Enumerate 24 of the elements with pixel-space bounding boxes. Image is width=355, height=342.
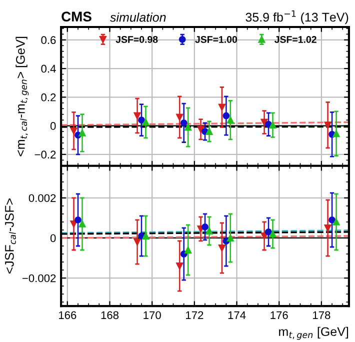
x-tick-label: 170: [144, 311, 161, 320]
x-tick-label: 178: [313, 311, 330, 320]
text: 35.9 fb$^{−1}$ (13 TeV): [246, 10, 348, 24]
y-tick-label: 0.2: [41, 93, 56, 102]
chart-subtitle: simulation: [110, 12, 166, 22]
x-tick-label: 172: [186, 311, 204, 320]
x-axis-title: m$_{t,gen}$ [GeV]: [279, 326, 348, 340]
legend-label: JSF=0.98: [116, 36, 158, 43]
x-tick-label: 174: [228, 311, 246, 320]
y-tick-label: 0.4: [41, 64, 56, 73]
y-axis-title: <JSF$_{cal}$-JSF>: [5, 198, 16, 274]
y-axis-title: <m$_{t,cal}$-m$_{t,gen}$> [GeV]: [16, 36, 29, 156]
y-tick-label: 0.002: [28, 194, 56, 202]
y-tick-label: −0.2: [34, 150, 56, 159]
legend-label: JSF=1.00: [195, 36, 238, 43]
y-tick-label: −0.002: [22, 274, 56, 282]
legend-label: JSF=1.02: [274, 36, 316, 43]
y-tick-label: 0: [50, 234, 56, 242]
y-tick-label: 0: [50, 122, 56, 130]
x-tick-label: 166: [58, 311, 76, 320]
x-tick-label: 176: [270, 311, 288, 320]
y-tick-label: 0.6: [41, 36, 56, 44]
chart-title: CMS: [62, 12, 92, 22]
x-tick-label: 168: [101, 311, 119, 320]
